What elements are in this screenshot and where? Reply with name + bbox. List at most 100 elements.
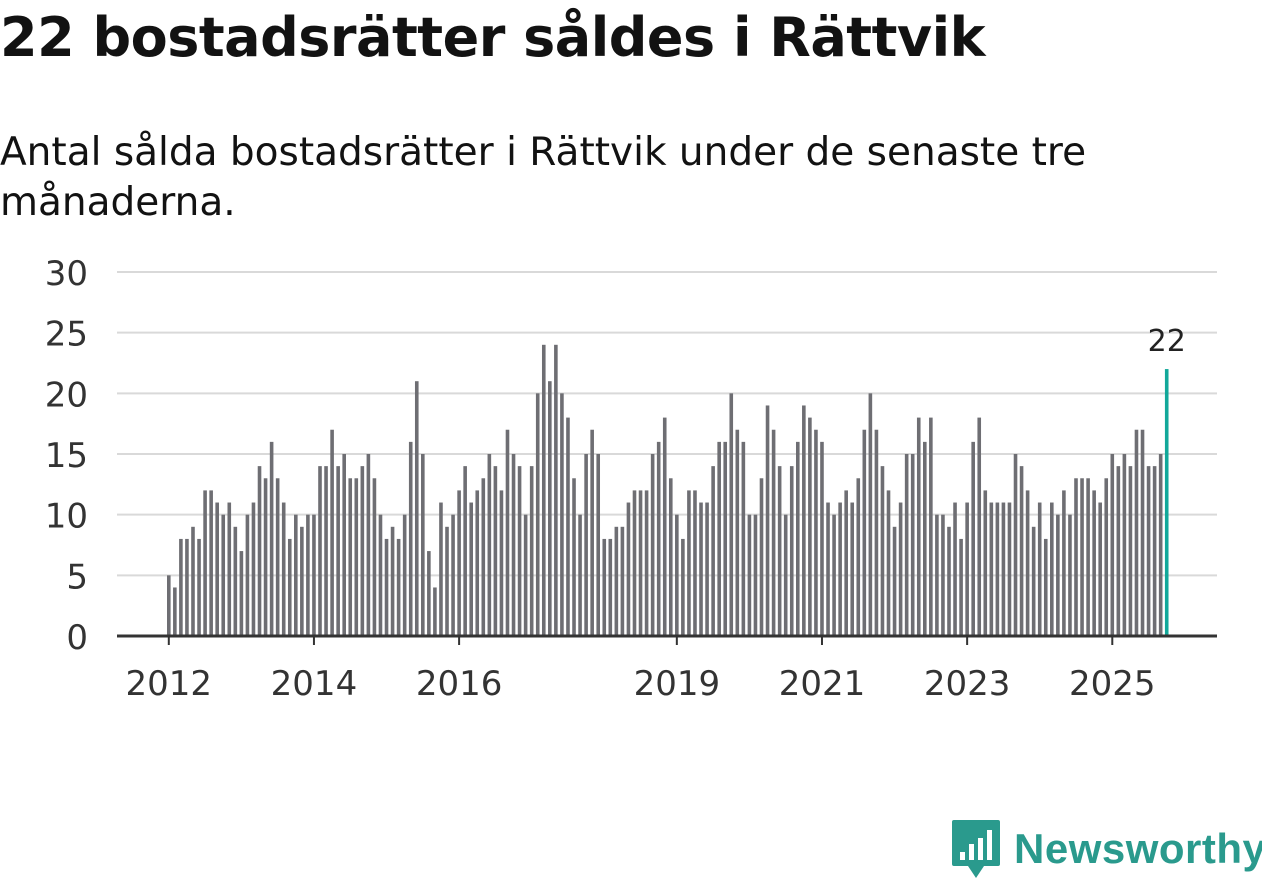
bar: [590, 429, 594, 636]
bar: [1062, 490, 1066, 636]
bar: [396, 538, 401, 636]
bar: [626, 502, 631, 636]
bar: [820, 441, 824, 636]
bar: [1050, 502, 1054, 636]
bar: [886, 490, 891, 636]
bar: [844, 490, 848, 636]
bar: [620, 526, 625, 636]
bar: [548, 381, 552, 636]
bar-chart-speech-icon: [952, 820, 1000, 878]
bar: [1128, 466, 1133, 636]
bar: [1158, 454, 1163, 636]
bar: [923, 441, 927, 636]
bar: [596, 454, 601, 636]
bar: [602, 538, 607, 636]
x-tick-label: 2016: [416, 664, 503, 704]
bar: [499, 490, 504, 636]
bar: [481, 478, 486, 636]
bar: [699, 502, 703, 636]
bar: [1037, 502, 1042, 636]
bar: [330, 429, 334, 636]
bar: [360, 466, 365, 636]
y-tick-label: 30: [45, 254, 88, 294]
bar: [167, 575, 171, 636]
bar: [421, 454, 425, 636]
y-tick-label: 5: [66, 557, 88, 597]
bar: [862, 429, 867, 636]
bar: [300, 526, 304, 636]
x-tick-label: 2025: [1069, 664, 1156, 704]
bar: [874, 429, 879, 636]
bar: [1092, 490, 1096, 636]
bar: [251, 502, 256, 636]
bar: [366, 454, 371, 636]
y-tick-label: 15: [45, 436, 88, 476]
bar: [511, 454, 516, 636]
bar: [832, 514, 836, 636]
bar: [741, 441, 746, 636]
bar: [294, 514, 298, 636]
y-tick-label: 0: [66, 618, 88, 658]
bar: [1019, 466, 1024, 636]
bar: [668, 478, 673, 636]
bar: [693, 490, 697, 636]
bar: [348, 478, 353, 636]
bar: [953, 502, 957, 636]
bar: [789, 466, 794, 636]
bar: [384, 538, 389, 636]
bar: [971, 441, 975, 636]
bar: [1116, 466, 1121, 636]
bar: [233, 526, 238, 636]
bar: [826, 502, 830, 636]
bar-latest: [1164, 369, 1169, 636]
bar: [457, 490, 461, 636]
bar: [529, 466, 534, 636]
bar: [433, 587, 437, 636]
bar: [614, 526, 619, 636]
bar: [584, 454, 588, 636]
bar: [209, 490, 213, 636]
bar: [342, 454, 346, 636]
x-tick-label: 2019: [634, 664, 721, 704]
bar: [1146, 466, 1151, 636]
y-tick-label: 25: [45, 315, 88, 355]
bar: [1056, 514, 1060, 636]
x-tick-label: 2021: [779, 664, 866, 704]
bar: [995, 502, 1000, 636]
y-tick-label: 10: [45, 497, 88, 537]
bar: [324, 466, 328, 636]
chart-subtitle: Antal sålda bostadsrätter i Rättvik unde…: [0, 130, 1087, 225]
bar: [578, 514, 582, 636]
bar: [904, 454, 909, 636]
bar: [838, 502, 842, 636]
bar: [632, 490, 637, 636]
bar: [451, 514, 455, 636]
bar: [910, 454, 915, 636]
bar: [1031, 526, 1036, 636]
bar: [941, 514, 945, 636]
bar: [427, 551, 431, 636]
bar: [408, 441, 413, 636]
x-axis-ticks: 2012 2014 2016 2019 2021 2023 2025: [126, 636, 1156, 704]
bar: [687, 490, 691, 636]
bar: [705, 502, 709, 636]
bar: [1122, 454, 1127, 636]
bar: [1104, 478, 1109, 636]
bar: [179, 538, 183, 636]
bar: [983, 490, 988, 636]
bar: [711, 466, 715, 636]
bar: [203, 490, 207, 636]
bar: [245, 514, 250, 636]
bar: [560, 393, 564, 636]
bar: [765, 405, 770, 636]
bar: [372, 478, 377, 636]
bar: [215, 502, 219, 636]
bar: [221, 514, 226, 636]
bar: [717, 441, 721, 636]
bar: [1152, 466, 1157, 636]
newsworthy-logo: Newsworthy: [950, 818, 1262, 880]
bar: [475, 490, 480, 636]
bar: [306, 514, 310, 636]
bar: [463, 466, 467, 636]
bar: [414, 381, 419, 636]
